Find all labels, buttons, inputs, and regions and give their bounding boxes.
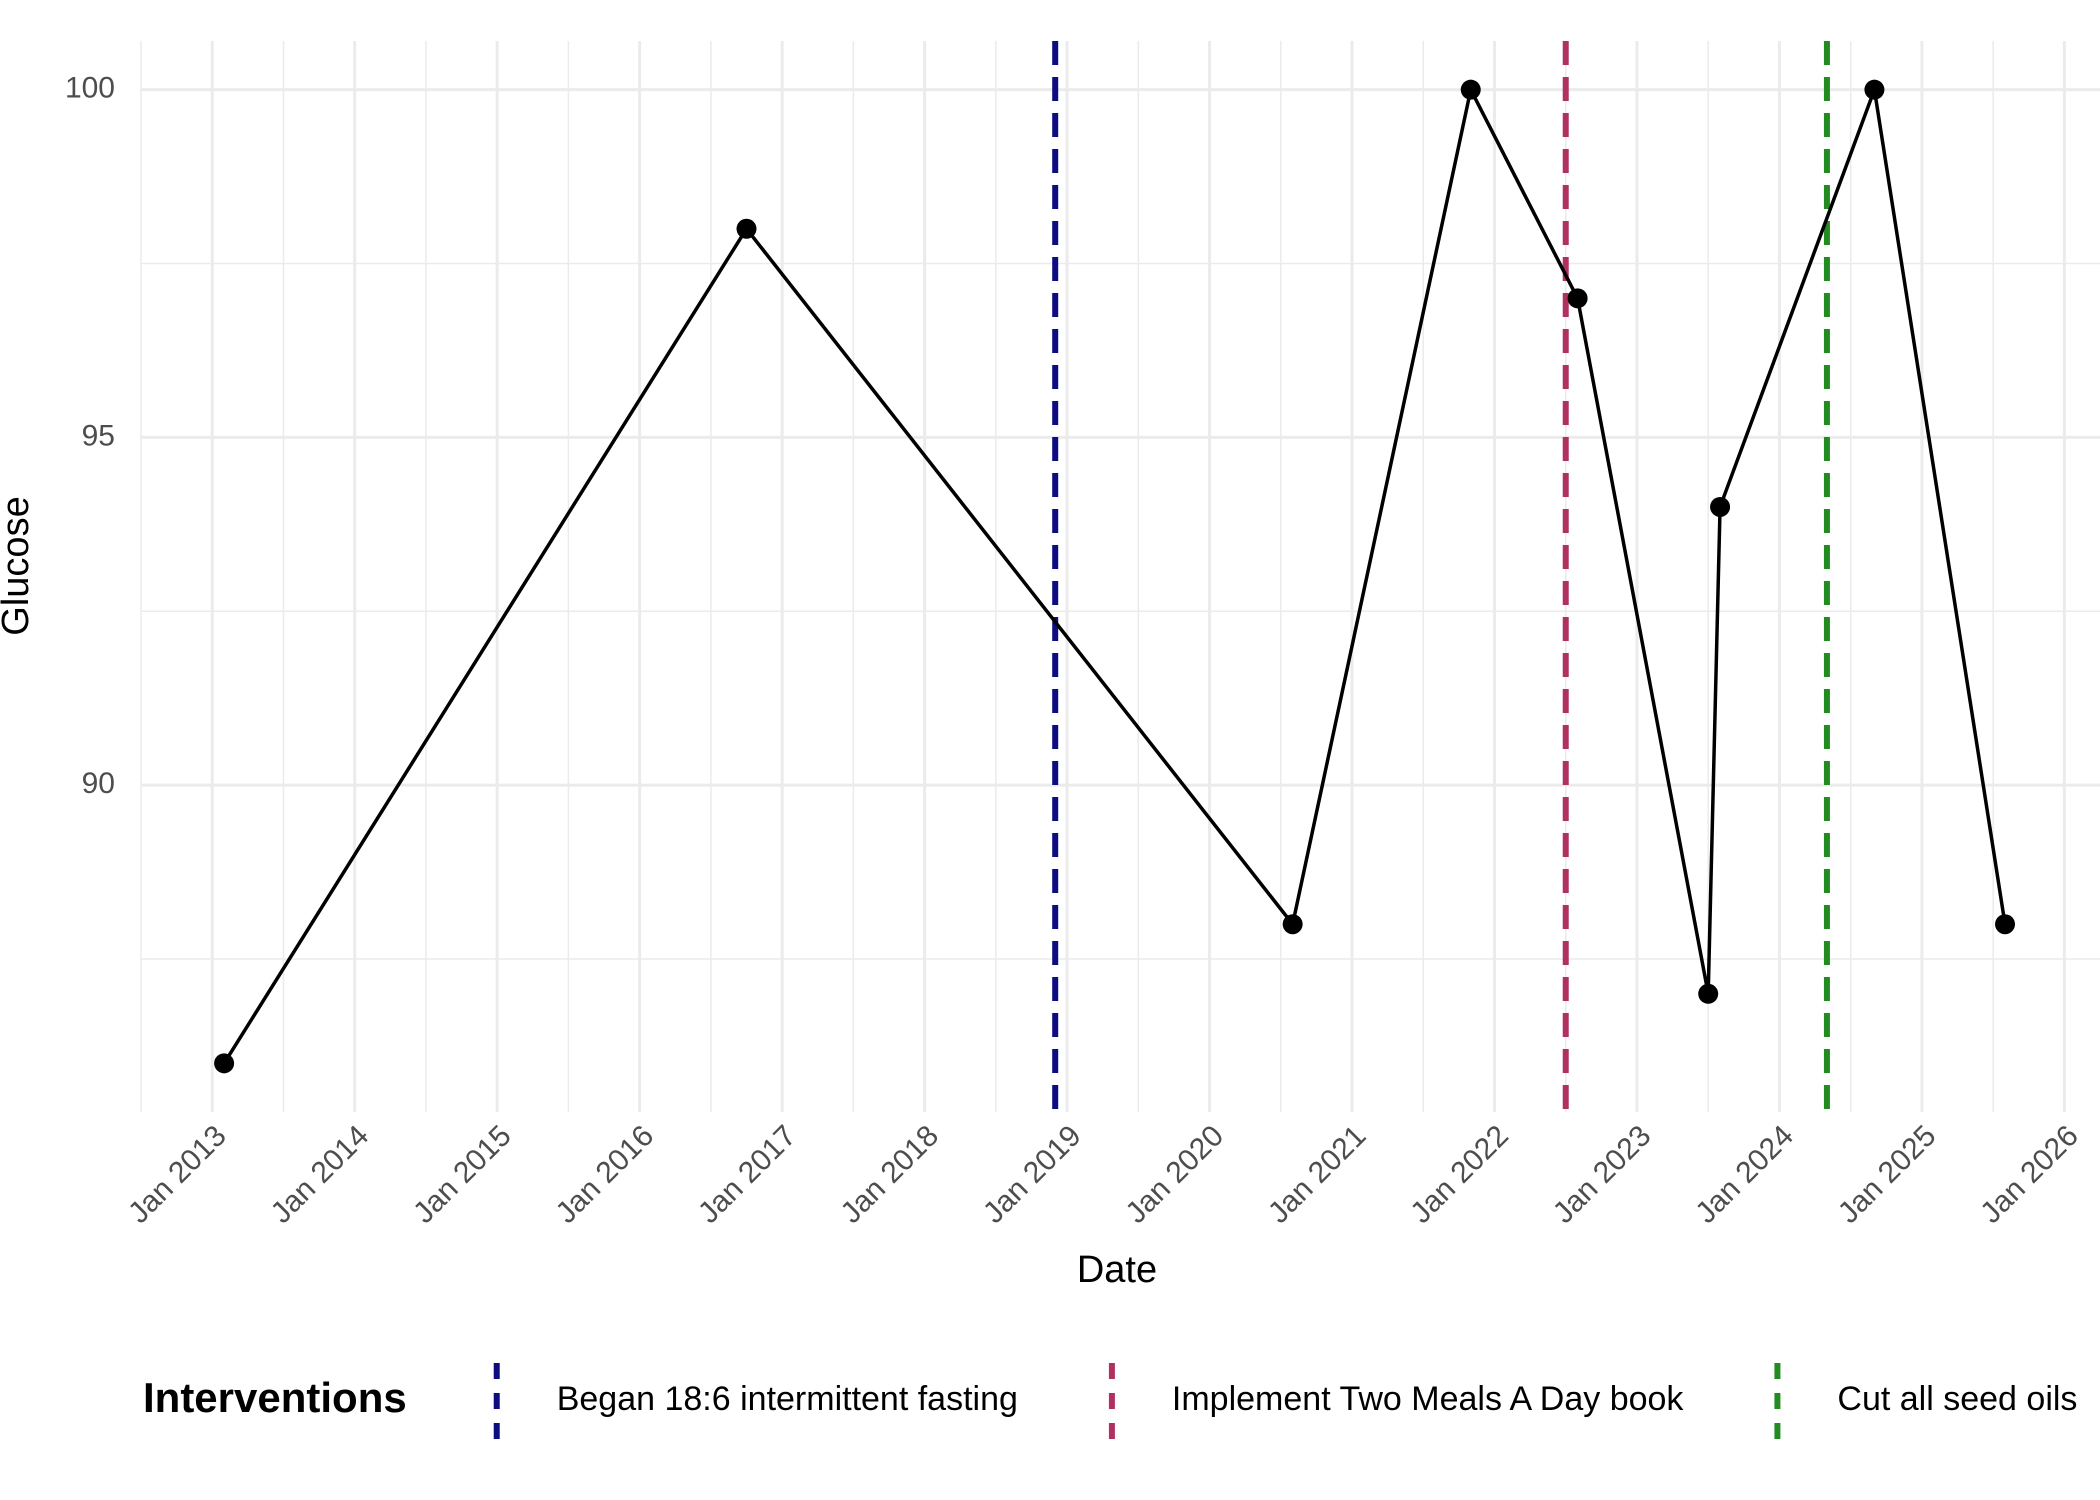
- data-point: [736, 218, 757, 239]
- x-tick-label: Jan 2025: [1832, 1119, 1943, 1230]
- x-tick-label: Jan 2022: [1404, 1119, 1515, 1230]
- data-line: [222, 82, 2007, 1065]
- data-point: [1567, 288, 1588, 309]
- x-tick-label: Jan 2021: [1262, 1119, 1373, 1230]
- x-tick-label: Jan 2016: [550, 1119, 661, 1230]
- x-tick-label: Jan 2020: [1119, 1119, 1230, 1230]
- y-tick-label: 95: [82, 419, 115, 452]
- data-point: [1460, 79, 1481, 100]
- x-tick-label: Jan 2023: [1547, 1119, 1658, 1230]
- y-tick-label: 100: [65, 72, 115, 105]
- legend-title: Interventions: [143, 1374, 407, 1421]
- x-tick-label: Jan 2026: [1974, 1119, 2085, 1230]
- x-tick-label: Jan 2017: [692, 1119, 803, 1230]
- x-tick-label: Jan 2019: [977, 1119, 1088, 1230]
- y-tick-label: 90: [82, 767, 115, 800]
- legend-label: Began 18:6 intermittent fasting: [557, 1380, 1018, 1418]
- x-axis-title: Date: [1077, 1249, 1157, 1291]
- x-tick-label: Jan 2013: [122, 1119, 233, 1230]
- data-point: [214, 1053, 235, 1074]
- legend-label: Cut all seed oils: [1837, 1380, 2077, 1418]
- x-tick-label: Jan 2024: [1689, 1119, 1800, 1230]
- x-tick-label: Jan 2018: [835, 1119, 946, 1230]
- x-tick-label: Jan 2015: [407, 1119, 518, 1230]
- data-point: [1864, 79, 1885, 100]
- data-point: [1995, 914, 2016, 935]
- legend-label: Implement Two Meals A Day book: [1172, 1380, 1685, 1418]
- y-axis-title: Glucose: [0, 496, 37, 635]
- data-point: [1698, 983, 1719, 1004]
- data-point: [1282, 914, 1303, 935]
- data-point: [1710, 496, 1731, 517]
- x-tick-label: Jan 2014: [265, 1119, 376, 1230]
